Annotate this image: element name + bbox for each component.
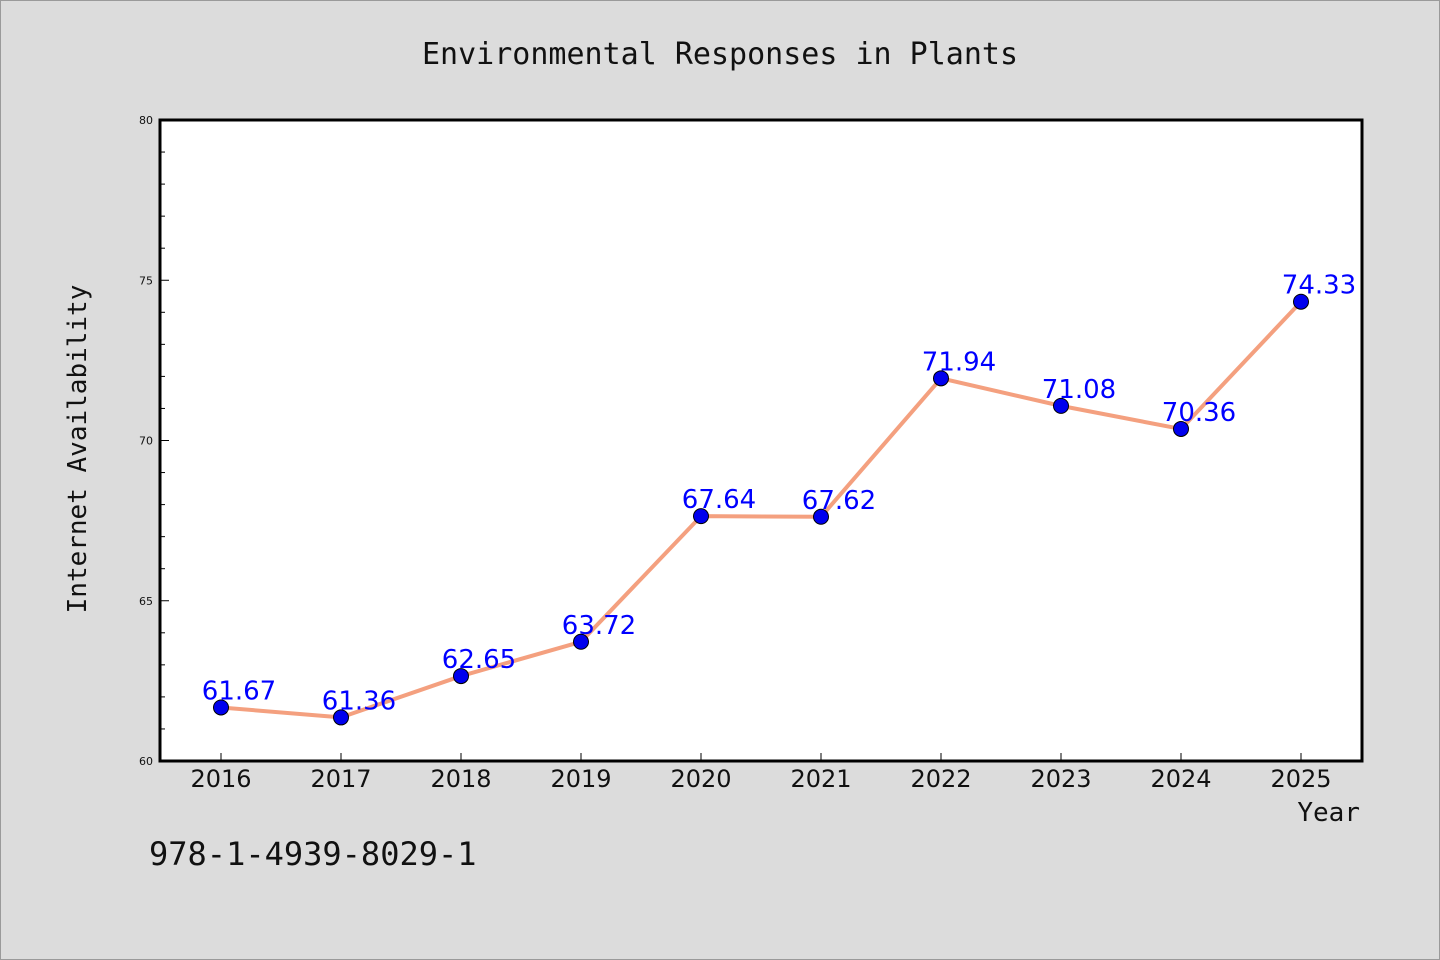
data-point bbox=[1053, 397, 1069, 414]
x-tick-label: 2020 bbox=[670, 765, 731, 793]
x-axis: 2016 2017 2018 2019 2020 2021 2022 2023 2024 2025 bbox=[190, 753, 1332, 793]
x-tick-label: 2024 bbox=[1150, 765, 1211, 793]
data-label: 71.94 bbox=[922, 347, 996, 377]
x-tick-label: 2018 bbox=[430, 765, 491, 793]
isbn-caption: 978-1-4939-8029-1 bbox=[149, 835, 477, 873]
data-label: 62.65 bbox=[442, 645, 516, 675]
series-layer: 61.67 61.36 62.65 63.72 67.64 67.62 71.94 71.08… bbox=[202, 271, 1356, 726]
y-tick-label: 75 bbox=[139, 274, 153, 287]
x-tick-label: 2021 bbox=[790, 765, 851, 793]
data-label: 71.08 bbox=[1042, 375, 1116, 405]
data-point bbox=[1173, 420, 1189, 437]
plot-area bbox=[158, 118, 1364, 763]
data-point bbox=[813, 508, 829, 525]
x-tick-label: 2017 bbox=[310, 765, 371, 793]
data-point bbox=[693, 508, 709, 525]
data-label: 74.33 bbox=[1282, 271, 1356, 301]
series-line bbox=[220, 300, 1303, 720]
data-point bbox=[213, 699, 229, 716]
chart-title: Environmental Responses in Plants bbox=[422, 37, 1018, 72]
data-label: 70.36 bbox=[1162, 398, 1236, 428]
data-point bbox=[453, 668, 469, 685]
x-tick-label: 2025 bbox=[1270, 765, 1331, 793]
x-tick-label: 2016 bbox=[190, 765, 251, 793]
data-label: 67.64 bbox=[682, 485, 756, 515]
data-label: 63.72 bbox=[562, 611, 636, 641]
y-tick-label: 70 bbox=[139, 435, 153, 448]
y-tick-label: 65 bbox=[139, 595, 153, 608]
x-tick-label: 2019 bbox=[550, 765, 611, 793]
y-axis: 60 65 70 75 80 bbox=[139, 114, 169, 768]
x-axis-label: Year bbox=[1297, 798, 1360, 828]
y-tick-label: 60 bbox=[139, 755, 153, 768]
data-label: 67.62 bbox=[802, 486, 876, 516]
data-point bbox=[933, 370, 949, 387]
data-point bbox=[573, 633, 589, 650]
x-tick-label: 2022 bbox=[910, 765, 971, 793]
data-label: 61.36 bbox=[322, 686, 396, 716]
data-point bbox=[1293, 293, 1309, 310]
y-tick-label: 80 bbox=[139, 114, 153, 127]
data-point bbox=[333, 709, 349, 726]
x-tick-label: 2023 bbox=[1030, 765, 1091, 793]
y-axis-label: Internet Availability bbox=[63, 285, 93, 614]
data-label: 61.67 bbox=[202, 676, 276, 706]
